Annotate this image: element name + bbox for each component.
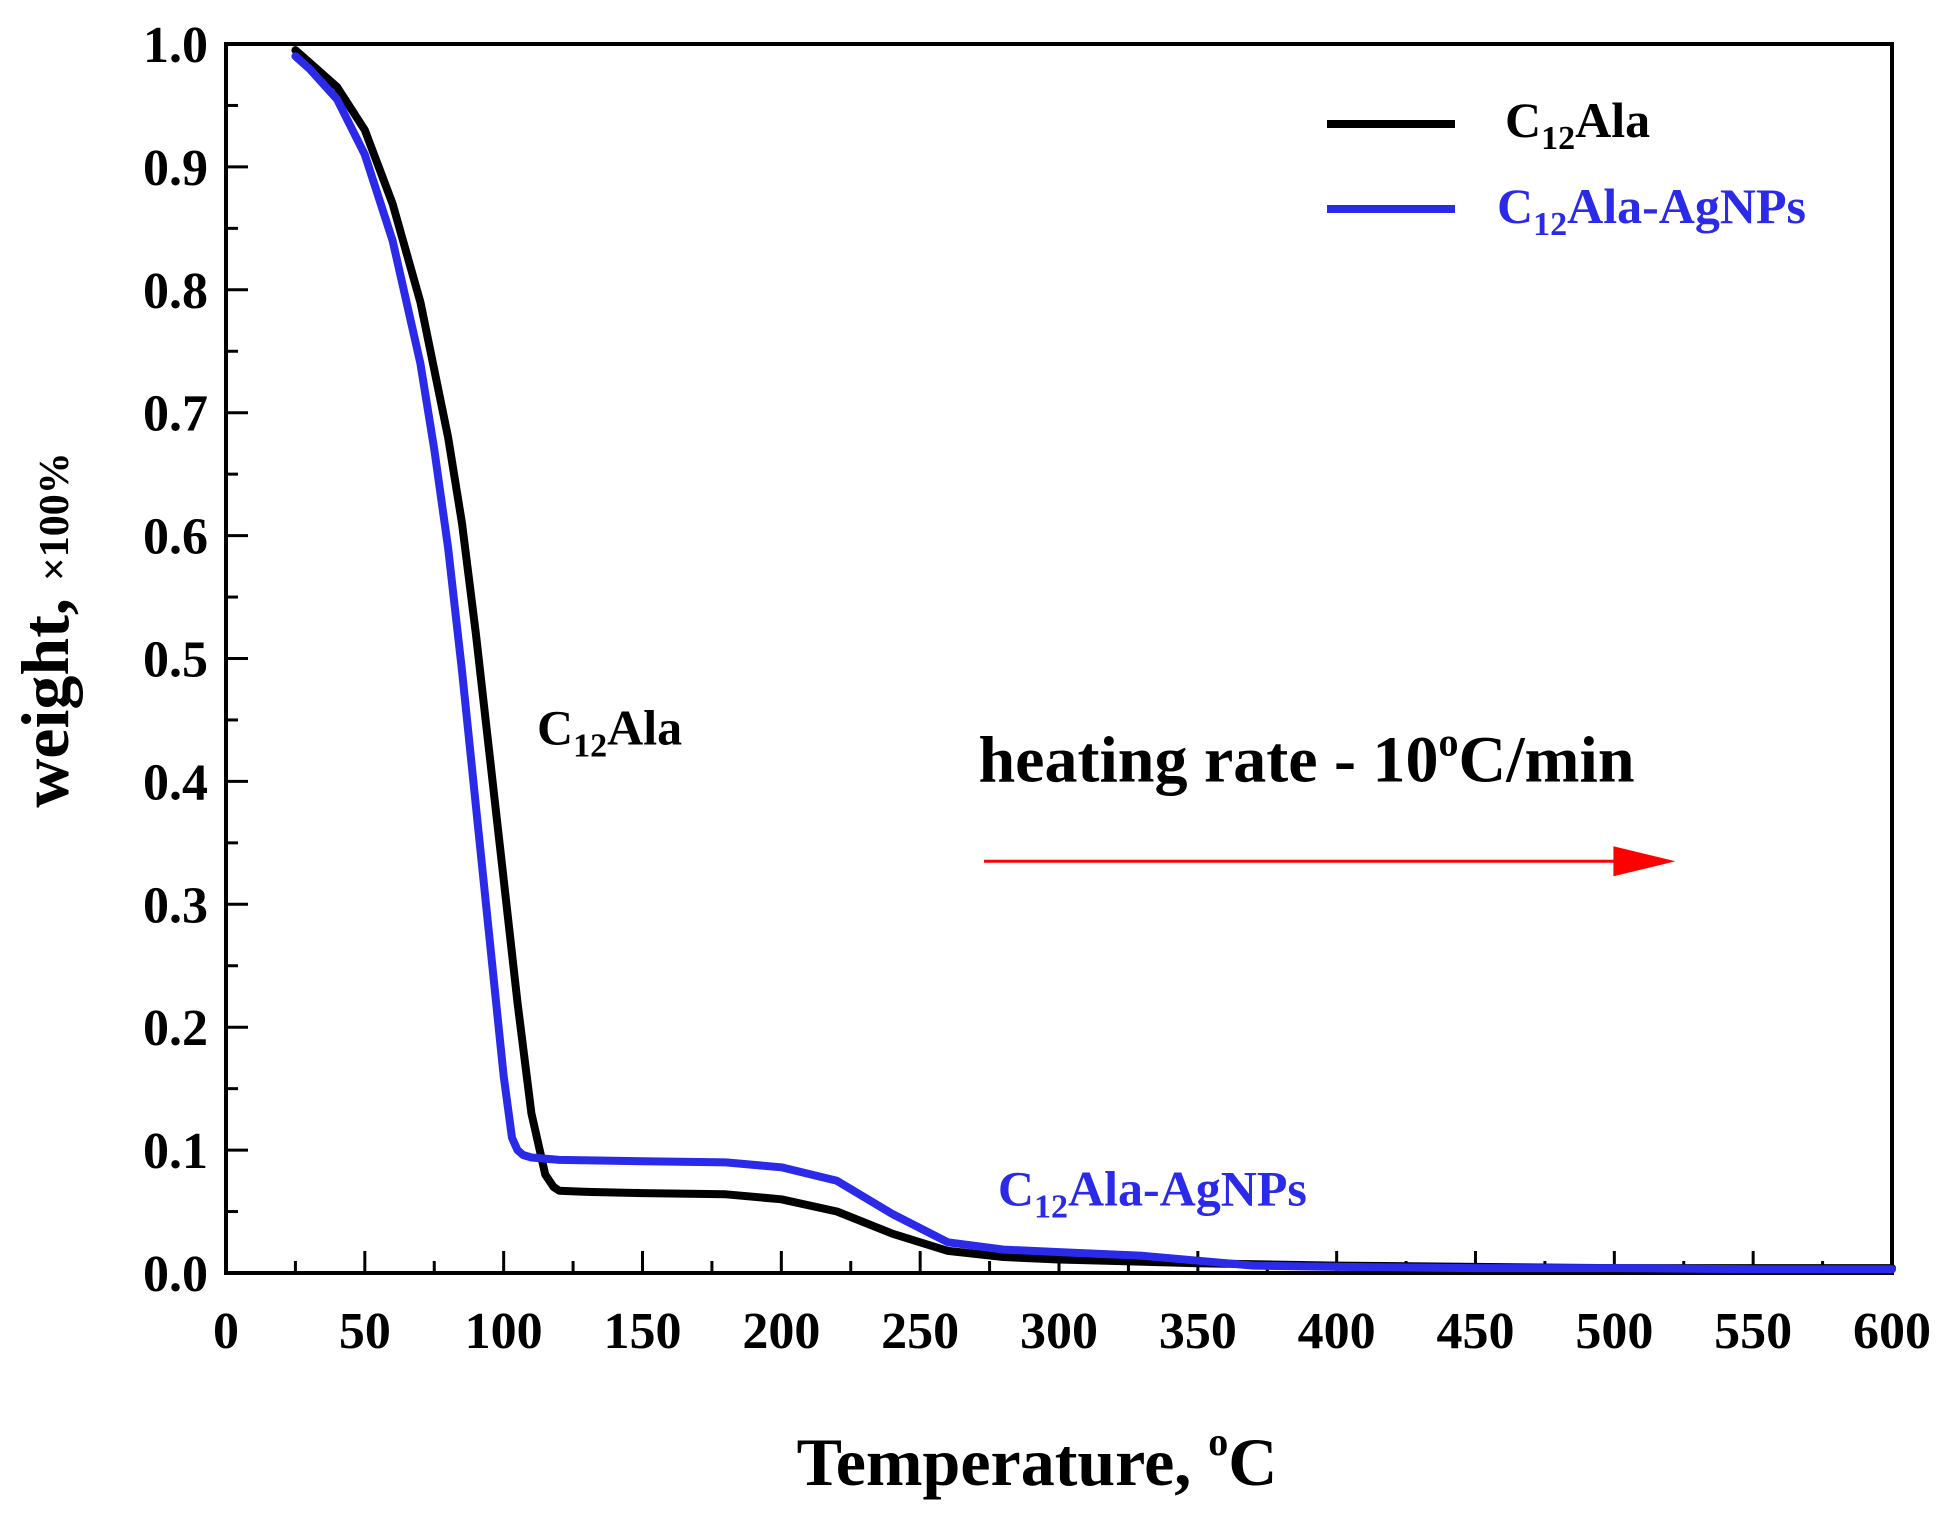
- x-tick-label: 450: [1437, 1303, 1515, 1360]
- legend: C12Ala C12Ala-AgNPs: [1327, 92, 1806, 243]
- x-tick-label: 250: [881, 1303, 959, 1360]
- x-tick-label: 200: [742, 1303, 820, 1360]
- x-tick-label: 300: [1020, 1303, 1098, 1360]
- legend-label-c12ala: C12Ala: [1505, 92, 1650, 157]
- y-tick-label: 0.1: [143, 1123, 208, 1180]
- x-tick-label: 600: [1853, 1303, 1931, 1360]
- y-tick-label: 0.7: [143, 386, 208, 443]
- y-tick-label: 0.9: [143, 140, 208, 197]
- x-axis-title: Temperature, oC: [797, 1419, 1278, 1500]
- series-line-c12ala-agnps: [291, 52, 1896, 1274]
- legend-label-c12ala-agnps: C12Ala-AgNPs: [1497, 178, 1806, 243]
- y-tick-label: 0.2: [143, 1000, 208, 1057]
- curve-label-c12ala-agnps: C12Ala-AgNPs: [998, 1160, 1307, 1225]
- y-tick-label: 0.5: [143, 632, 208, 689]
- y-tick-label: 0.0: [143, 1246, 208, 1303]
- heating-arrow-head: [1613, 846, 1676, 877]
- curve-label-c12ala: C12Ala: [537, 700, 682, 765]
- axis-tick-labels: 0 50 100 150 200 250 300 350 400 450 500 550 600 0.0 0…: [143, 17, 1931, 1360]
- y-tick-label: 0.8: [143, 263, 208, 320]
- x-tick-label: 50: [339, 1303, 391, 1360]
- heating-rate-label: heating rate - 10oC/min: [978, 719, 1634, 796]
- x-tick-label: 150: [604, 1303, 682, 1360]
- y-tick-label: 1.0: [143, 17, 208, 74]
- x-tick-label: 100: [465, 1303, 543, 1360]
- y-axis-title: weight, ×100%: [7, 452, 83, 808]
- y-tick-label: 0.3: [143, 877, 208, 934]
- x-tick-label: 0: [213, 1303, 239, 1360]
- y-tick-label: 0.4: [143, 754, 208, 811]
- x-tick-label: 550: [1714, 1303, 1792, 1360]
- x-tick-label: 350: [1159, 1303, 1237, 1360]
- y-tick-label: 0.6: [143, 509, 208, 566]
- x-tick-label: 500: [1575, 1303, 1653, 1360]
- x-tick-label: 400: [1298, 1303, 1376, 1360]
